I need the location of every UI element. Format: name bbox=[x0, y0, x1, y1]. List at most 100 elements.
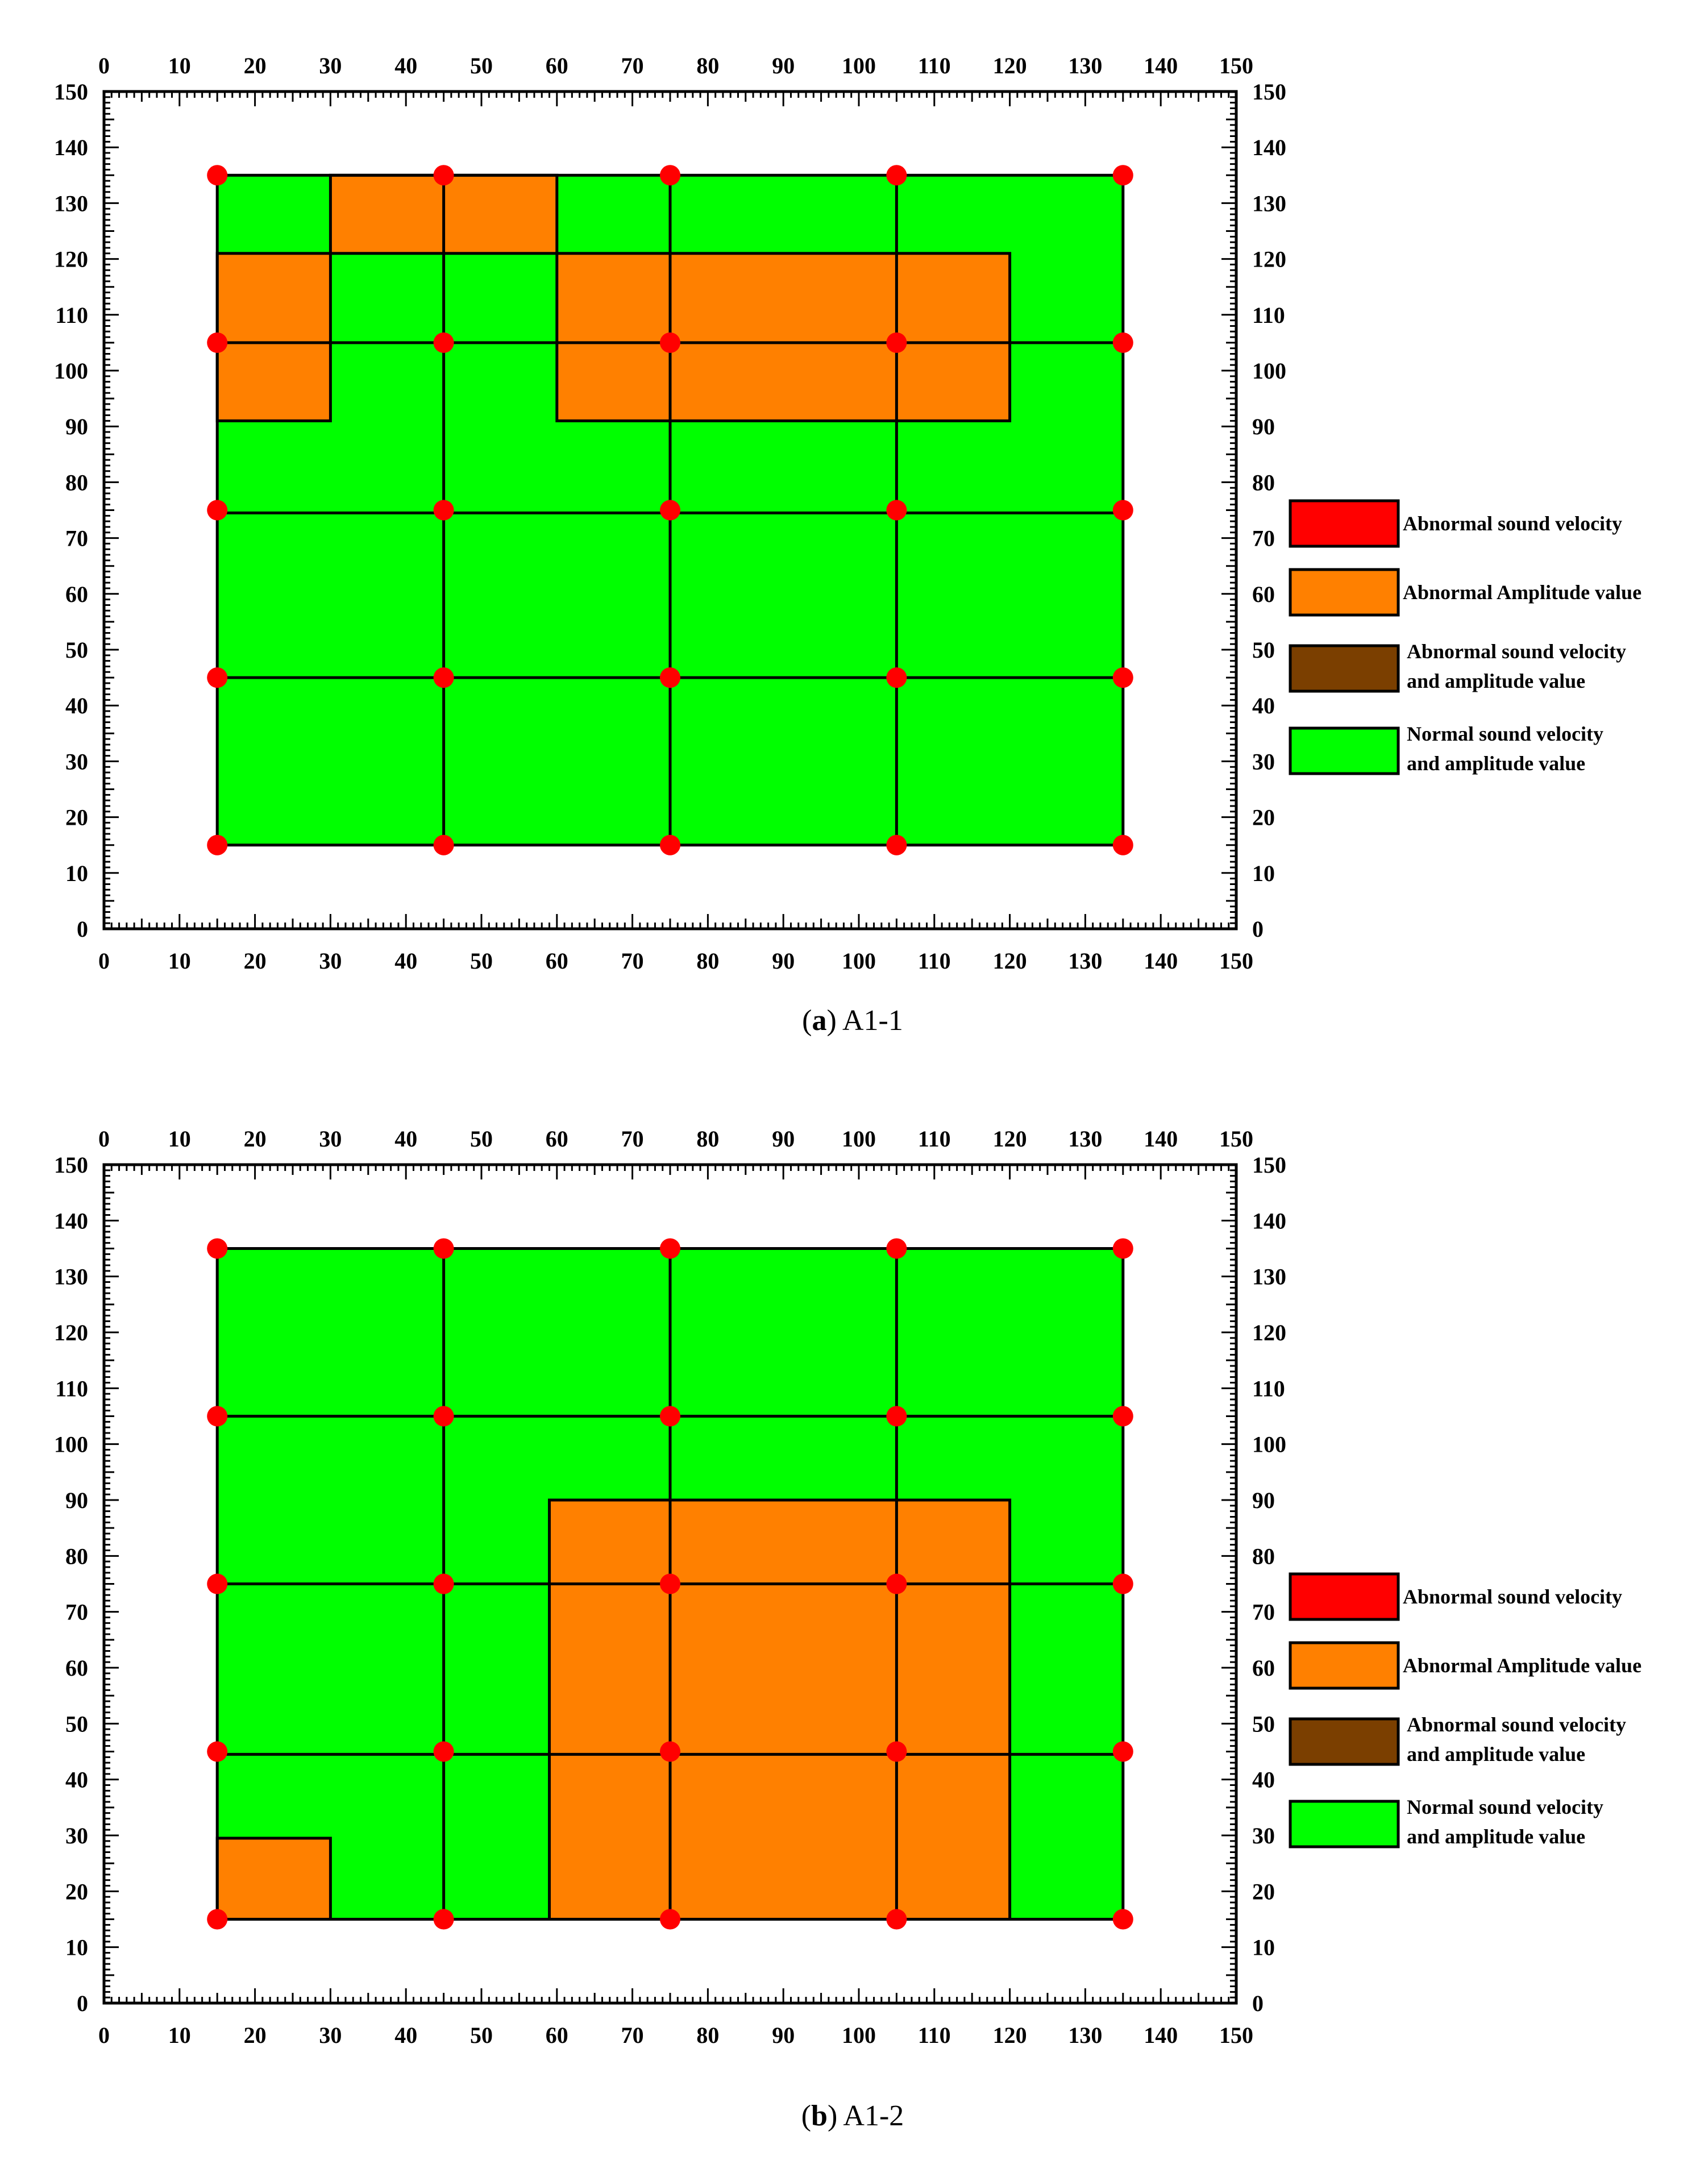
x-tick-label-top: 50 bbox=[470, 1126, 493, 1152]
abnormal-amplitude-zone bbox=[555, 252, 1012, 422]
y-tick-label-right: 10 bbox=[1252, 861, 1275, 886]
x-tick-label-top: 130 bbox=[1068, 53, 1102, 78]
x-tick-label-top: 0 bbox=[98, 1126, 110, 1152]
x-tick-label-top: 90 bbox=[772, 1126, 795, 1152]
y-tick-label-left: 130 bbox=[54, 190, 88, 216]
x-tick-label-bottom: 0 bbox=[98, 948, 110, 974]
legend-swatch-abnormal_amplitude bbox=[1289, 568, 1400, 617]
y-tick-label-right: 130 bbox=[1252, 1264, 1286, 1290]
legend-swatch-normal bbox=[1289, 726, 1400, 775]
x-tick-label-bottom: 150 bbox=[1219, 2022, 1253, 2048]
x-tick-label-bottom: 110 bbox=[918, 948, 951, 974]
x-tick-label-bottom: 100 bbox=[842, 948, 876, 974]
x-tick-label-top: 80 bbox=[696, 1126, 719, 1152]
y-tick-label-left: 70 bbox=[65, 1600, 88, 1625]
x-tick-label-top: 10 bbox=[168, 1126, 191, 1152]
measurement-point bbox=[660, 1406, 680, 1427]
measurement-point bbox=[1112, 500, 1133, 521]
x-tick-label-top: 140 bbox=[1144, 1126, 1178, 1152]
axis-ticks bbox=[103, 1164, 1237, 2004]
legend-swatch-abnormal_velocity bbox=[1289, 1572, 1400, 1621]
x-tick-label-bottom: 120 bbox=[993, 2022, 1027, 2048]
y-tick-label-right: 150 bbox=[1252, 1152, 1286, 1178]
measurement-point bbox=[1112, 1573, 1133, 1594]
x-tick-label-bottom: 110 bbox=[918, 2022, 951, 2048]
x-tick-label-top: 110 bbox=[918, 1126, 951, 1152]
measurement-point bbox=[433, 1741, 454, 1762]
abnormal-amplitude-zone bbox=[215, 1837, 332, 1921]
measurement-point bbox=[660, 834, 680, 855]
legend-swatch-normal bbox=[1289, 1800, 1400, 1848]
measurement-point bbox=[660, 667, 680, 688]
y-tick-label-left: 90 bbox=[65, 414, 88, 439]
measurement-point bbox=[207, 500, 228, 521]
legend-label-normal-line1: Normal sound velocity bbox=[1407, 1796, 1603, 1818]
axis-ticks bbox=[103, 90, 1237, 930]
y-tick-label-right: 90 bbox=[1252, 1488, 1275, 1513]
x-tick-label-bottom: 140 bbox=[1144, 2022, 1178, 2048]
measurement-point bbox=[886, 667, 907, 688]
x-tick-label-top: 30 bbox=[319, 53, 342, 78]
measurement-point bbox=[886, 332, 907, 353]
x-tick-label-top: 150 bbox=[1219, 53, 1253, 78]
measurement-point bbox=[207, 332, 228, 353]
x-tick-label-bottom: 70 bbox=[621, 948, 644, 974]
measurement-point bbox=[433, 500, 454, 521]
y-tick-label-right: 110 bbox=[1252, 1376, 1285, 1401]
x-tick-label-top: 60 bbox=[546, 53, 568, 78]
measurement-point bbox=[1112, 1406, 1133, 1427]
measurement-point bbox=[433, 1406, 454, 1427]
y-tick-label-left: 80 bbox=[65, 470, 88, 495]
measurement-point bbox=[1112, 1741, 1133, 1762]
x-tick-label-bottom: 60 bbox=[546, 948, 568, 974]
legend-label-abnormal_both-line2: and amplitude value bbox=[1407, 670, 1585, 692]
x-tick-label-bottom: 120 bbox=[993, 948, 1027, 974]
y-tick-label-left: 100 bbox=[54, 1432, 88, 1457]
measurement-point bbox=[660, 500, 680, 521]
x-tick-label-top: 80 bbox=[696, 53, 719, 78]
measurement-point bbox=[886, 1573, 907, 1594]
measurement-point bbox=[433, 1909, 454, 1930]
y-tick-label-left: 50 bbox=[65, 1711, 88, 1737]
x-tick-label-top: 120 bbox=[993, 53, 1027, 78]
x-tick-label-bottom: 90 bbox=[772, 948, 795, 974]
y-tick-label-left: 40 bbox=[65, 693, 88, 718]
measurement-point bbox=[207, 834, 228, 855]
x-tick-label-bottom: 60 bbox=[546, 2022, 568, 2048]
y-tick-label-right: 60 bbox=[1252, 581, 1275, 607]
x-tick-label-bottom: 140 bbox=[1144, 948, 1178, 974]
measurement-point bbox=[433, 165, 454, 186]
y-tick-label-right: 110 bbox=[1252, 302, 1285, 328]
legend-label-abnormal_both-line1: Abnormal sound velocity bbox=[1407, 640, 1626, 663]
x-tick-label-top: 50 bbox=[470, 53, 493, 78]
measurement-point bbox=[886, 165, 907, 186]
legend-label-normal-line1: Normal sound velocity bbox=[1407, 722, 1603, 745]
measurement-point bbox=[1112, 1238, 1133, 1259]
x-tick-label-bottom: 40 bbox=[394, 2022, 417, 2048]
y-tick-label-left: 140 bbox=[54, 1208, 88, 1233]
y-tick-label-left: 0 bbox=[77, 916, 88, 942]
y-tick-label-left: 140 bbox=[54, 135, 88, 160]
x-tick-label-bottom: 90 bbox=[772, 2022, 795, 2048]
abnormal-amplitude-zone bbox=[548, 1498, 1012, 1921]
y-tick-label-right: 0 bbox=[1252, 916, 1264, 942]
measurement-point bbox=[433, 834, 454, 855]
y-tick-label-left: 90 bbox=[65, 1488, 88, 1513]
y-tick-label-left: 20 bbox=[65, 1879, 88, 1904]
x-tick-label-top: 20 bbox=[244, 53, 267, 78]
x-tick-label-bottom: 80 bbox=[696, 2022, 719, 2048]
x-tick-label-bottom: 30 bbox=[319, 2022, 342, 2048]
measurement-point bbox=[886, 1406, 907, 1427]
measurement-point bbox=[660, 1238, 680, 1259]
measurement-point bbox=[207, 1238, 228, 1259]
x-tick-label-top: 70 bbox=[621, 53, 644, 78]
measurement-point bbox=[1112, 332, 1133, 353]
y-tick-label-right: 0 bbox=[1252, 1991, 1264, 2016]
y-tick-label-right: 10 bbox=[1252, 1935, 1275, 1960]
y-tick-label-right: 30 bbox=[1252, 749, 1275, 774]
x-tick-label-top: 10 bbox=[168, 53, 191, 78]
y-tick-label-right: 70 bbox=[1252, 1600, 1275, 1625]
y-tick-label-right: 80 bbox=[1252, 1543, 1275, 1569]
